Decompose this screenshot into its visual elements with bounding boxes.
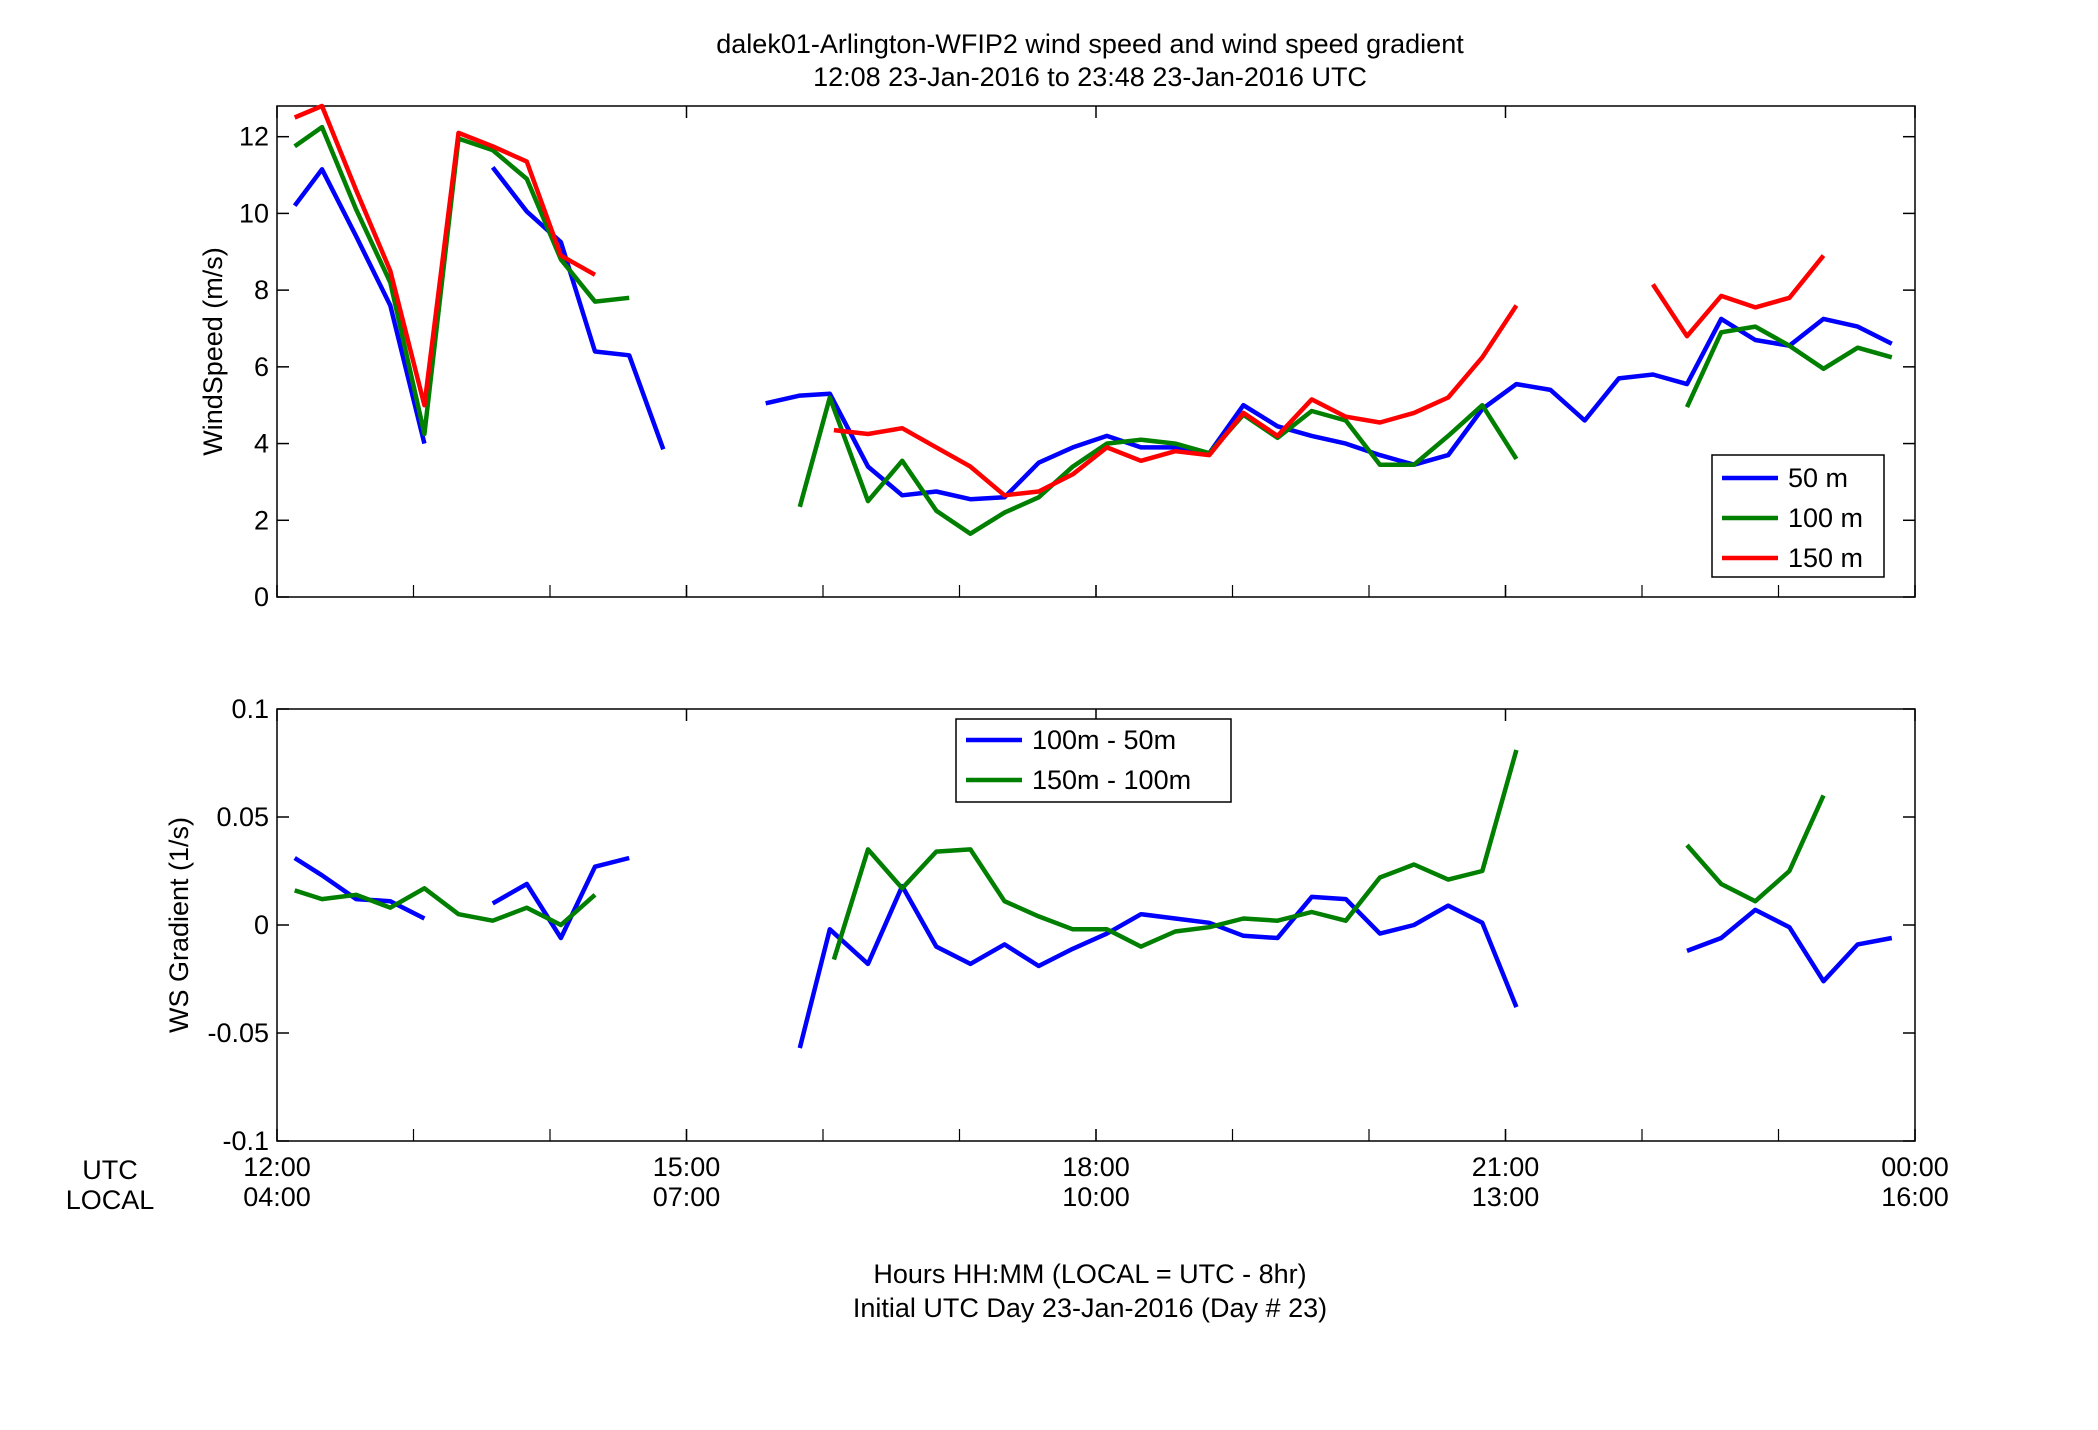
x-tick-label-local: 10:00 xyxy=(1062,1182,1130,1212)
x-tick-label-utc: 12:00 xyxy=(243,1152,311,1182)
series-line-150m-100m xyxy=(294,886,597,928)
y-tick-label: 8 xyxy=(254,275,269,305)
y-tick-label: 0 xyxy=(254,582,269,612)
y-tick-label: 12 xyxy=(239,122,269,152)
y-tick-label: 10 xyxy=(239,198,269,228)
series-line-100-m xyxy=(1684,324,1893,409)
y-tick-label: 0.1 xyxy=(231,694,269,724)
y-tick-label: 0 xyxy=(254,910,269,940)
x-tick-label-utc: 21:00 xyxy=(1472,1152,1540,1182)
x-tick-label-utc: 15:00 xyxy=(653,1152,721,1182)
chart-title-line2: 12:08 23-Jan-2016 to 23:48 23-Jan-2016 U… xyxy=(813,62,1367,92)
gradient-panel: -0.1 -0.05 0 0.05 0.1 WS Gradient (1/s) 100m -… xyxy=(164,694,1916,1156)
x-axis-label-line1: Hours HH:MM (LOCAL = UTC - 8hr) xyxy=(873,1259,1306,1289)
legend-entry: 50 m xyxy=(1788,463,1848,493)
x-tick-label-local: 07:00 xyxy=(653,1182,721,1212)
series-line-150-m xyxy=(293,103,597,408)
x-tick-label-utc: 18:00 xyxy=(1062,1152,1130,1182)
y-axis-label: WindSpeed (m/s) xyxy=(198,247,228,456)
y-tick-label: 2 xyxy=(254,505,269,535)
series-line-150m-100m xyxy=(831,749,1519,961)
y-tick-label: 0.05 xyxy=(216,802,269,832)
x-tick-label-local: 04:00 xyxy=(243,1182,311,1212)
series-line-150-m xyxy=(833,304,1519,498)
series-line-100m-50m xyxy=(797,883,1519,1049)
x-axis-label-line2: Initial UTC Day 23-Jan-2016 (Day # 23) xyxy=(853,1293,1327,1323)
series-line-50-m xyxy=(490,166,666,451)
legend-entry: 150 m xyxy=(1788,543,1863,573)
legend-entry: 100m - 50m xyxy=(1032,725,1176,755)
y-tick-label: 6 xyxy=(254,352,269,382)
x-tick-label-utc: 00:00 xyxy=(1881,1152,1949,1182)
legend-entry: 150m - 100m xyxy=(1032,765,1191,795)
series-line-50-m xyxy=(765,316,1893,502)
series-line-150-m xyxy=(1651,254,1826,339)
series-line-50-m xyxy=(292,167,427,445)
series-line-100m-50m xyxy=(1686,907,1893,984)
windspeed-panel: 0 2 4 6 8 10 12 WindSpeed (m/s) 50 m 100 m 150 m xyxy=(198,103,1916,612)
y-tick-label: -0.1 xyxy=(222,1126,269,1156)
y-axis-label: WS Gradient (1/s) xyxy=(164,817,194,1033)
x-tick-label-local: 13:00 xyxy=(1472,1182,1540,1212)
y-tick-label: 4 xyxy=(254,429,269,459)
series-line-100-m xyxy=(797,395,1519,536)
x-row-label-local: LOCAL xyxy=(66,1185,155,1215)
series-line-100m-50m xyxy=(491,855,630,941)
x-row-label-utc: UTC xyxy=(82,1155,138,1185)
y-tick-label: -0.05 xyxy=(207,1018,269,1048)
plot-area-frame xyxy=(276,105,1916,598)
legend-box xyxy=(955,718,1232,803)
series-line-150m-100m xyxy=(1685,794,1826,904)
legend-entry: 100 m xyxy=(1788,503,1863,533)
series-line-100m-50m xyxy=(293,856,426,921)
chart-title-line1: dalek01-Arlington-WFIP2 wind speed and w… xyxy=(716,29,1464,59)
x-tick-label-local: 16:00 xyxy=(1881,1182,1949,1212)
